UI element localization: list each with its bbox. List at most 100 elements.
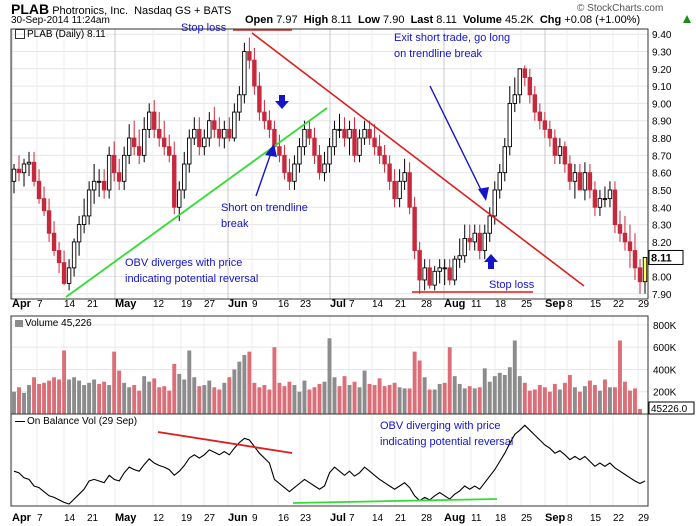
volume-bar <box>572 387 577 414</box>
volume-tick-label: 400K <box>653 365 677 376</box>
volume-bar <box>72 377 77 414</box>
x-tick-label: Aug <box>444 512 465 524</box>
x-tick-label: 21 <box>395 513 407 524</box>
x-tick-label: 9 <box>252 513 258 524</box>
volume-bar <box>282 386 287 414</box>
volume-bar <box>57 379 62 414</box>
candle <box>101 169 107 199</box>
volume-bar <box>172 363 177 414</box>
volume-bar <box>292 385 297 414</box>
last-price-label: 8.11 <box>651 252 672 264</box>
x-tick-label: May <box>115 512 137 524</box>
price-legend: PLAB (Daily) 8.11 <box>15 29 106 40</box>
volume-label: Volume <box>462 14 502 26</box>
candle <box>577 164 583 191</box>
x-tick-label: Sep <box>545 512 565 524</box>
candle <box>242 42 247 104</box>
candle <box>422 259 427 291</box>
x-tick-label: 27 <box>204 513 216 524</box>
x-tick-label: 15 <box>590 299 602 310</box>
candle <box>16 155 22 182</box>
candle <box>442 259 447 286</box>
candle <box>352 117 357 163</box>
price-tick-label: 8.90 <box>652 117 672 128</box>
volume-bar <box>602 379 607 414</box>
x-tick-label: 23 <box>300 299 312 310</box>
volume-bar <box>217 389 222 414</box>
x-tick-label: 11 <box>471 513 482 524</box>
candle <box>277 134 282 163</box>
volume-bar <box>127 387 132 414</box>
volume-bar <box>342 376 347 414</box>
volume-bar <box>132 385 137 414</box>
candle <box>402 158 407 190</box>
volume-bar <box>532 389 537 414</box>
candle <box>116 158 122 190</box>
x-tick-label: Jul <box>330 512 346 524</box>
volume-bar <box>582 386 587 414</box>
volume-bar <box>487 381 492 414</box>
volume-bar <box>492 376 497 414</box>
candle <box>392 169 397 208</box>
volume-bar <box>412 351 417 414</box>
candle <box>307 120 312 145</box>
price-tick-label: 8.20 <box>652 238 672 249</box>
volume-bar <box>182 379 187 414</box>
candle <box>367 120 372 145</box>
candle <box>21 158 27 187</box>
volume-bar <box>482 368 487 414</box>
short-annotation: Short on trendline break <box>221 202 308 230</box>
candle <box>162 120 167 156</box>
volume-bar <box>517 376 522 414</box>
volume-bar <box>147 381 152 414</box>
volume-bar <box>527 390 532 414</box>
price-tick-label: 9.40 <box>652 30 672 41</box>
volume-bar <box>272 347 277 414</box>
volume-bar <box>192 377 197 414</box>
volume-bar <box>287 381 292 414</box>
candle <box>152 99 157 139</box>
candle <box>212 106 217 139</box>
symbol: PLAB <box>11 1 50 17</box>
candle <box>297 138 302 173</box>
x-tick-label: 28 <box>421 513 433 524</box>
volume-bar <box>587 380 592 414</box>
last-price-flag <box>648 249 684 265</box>
volume-bar <box>562 382 567 414</box>
volume-bar <box>252 382 257 414</box>
volume-bar <box>628 390 632 414</box>
price-tick-label: 8.60 <box>652 169 672 180</box>
long-entry-arrow-icon <box>484 254 498 269</box>
volume-bar <box>82 385 87 414</box>
volume-bar <box>397 387 402 414</box>
volume-bar <box>332 377 337 414</box>
chg-label: Chg <box>539 14 562 26</box>
direction-icon <box>683 15 691 23</box>
candle <box>472 224 477 251</box>
price-tick-label: 8.80 <box>652 134 672 145</box>
price-tick-label: 9.10 <box>652 82 672 93</box>
short-arrow-head <box>265 144 277 157</box>
candle <box>322 151 327 182</box>
x-tick-label: Apr <box>12 512 32 524</box>
obv-line <box>13 424 646 505</box>
volume-bar <box>47 380 52 414</box>
x-tick-label: 7 <box>37 299 43 310</box>
copyright: © StockCharts.com <box>577 3 664 14</box>
volume-bar <box>502 375 507 414</box>
candle <box>267 110 272 139</box>
candle <box>377 134 382 164</box>
candle <box>26 151 32 177</box>
x-tick-label: 9 <box>252 299 258 310</box>
x-tick-label: 25 <box>521 299 533 310</box>
candle <box>447 259 452 286</box>
price-obv-annotation: OBV diverges with price indicating poten… <box>125 257 259 285</box>
candle <box>497 164 502 199</box>
volume-bar <box>142 376 147 414</box>
candle <box>517 68 523 104</box>
candle <box>207 112 212 147</box>
price-tick-label: 9.00 <box>652 99 672 110</box>
candle <box>437 259 442 284</box>
volume-bar <box>297 391 302 414</box>
candle <box>642 257 648 294</box>
